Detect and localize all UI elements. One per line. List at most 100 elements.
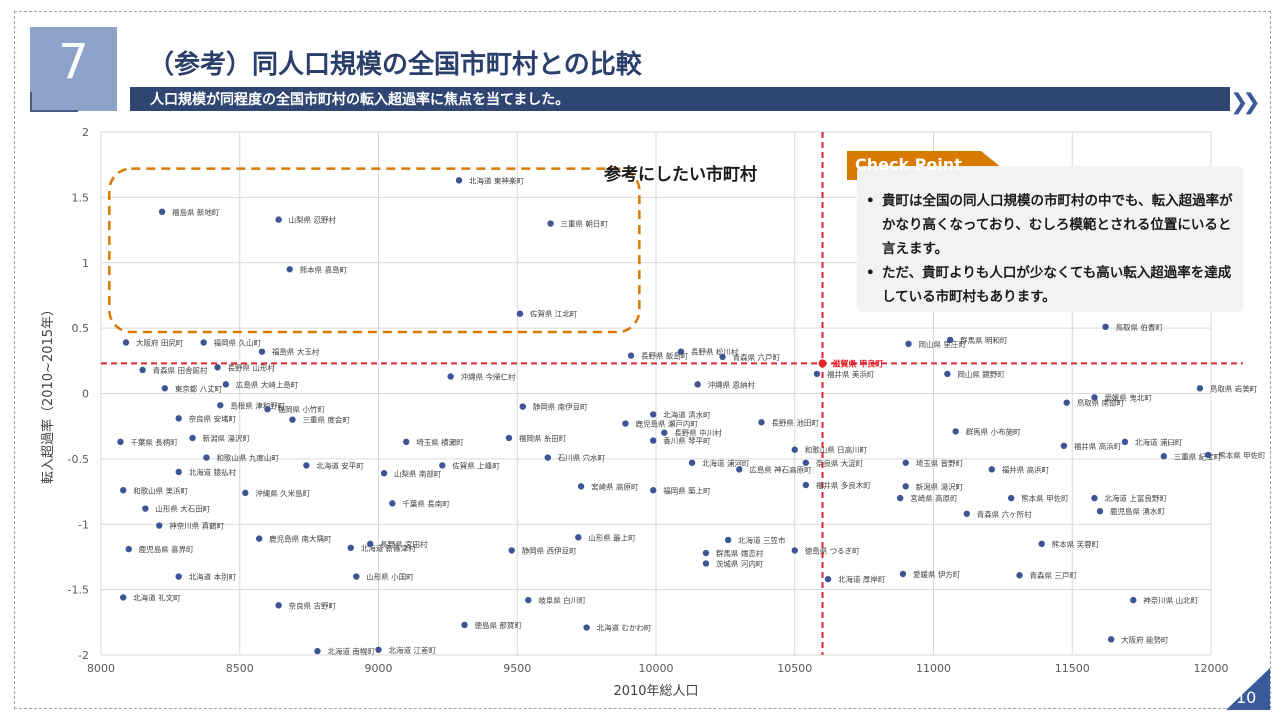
data-point [117, 438, 124, 446]
data-point [547, 220, 554, 227]
y-tick-label: 0.5 [72, 322, 90, 335]
data-label: 長野県 池田町 [771, 417, 819, 427]
data-label: 北海道 上富良野町 [1104, 493, 1167, 503]
data-point [214, 364, 221, 371]
data-point [366, 540, 374, 548]
x-tick-label: 11500 [1055, 662, 1090, 675]
data-point [1038, 540, 1045, 548]
data-label: 北海道 三笠市 [738, 535, 786, 545]
data-label: 新潟県 湯沢町 [203, 433, 251, 443]
data-point [702, 560, 710, 567]
highlight-region [108, 167, 641, 334]
data-point [902, 459, 909, 466]
data-label: 岡山県 里庄町 [919, 339, 967, 349]
data-point [353, 573, 360, 580]
data-label: 福井県 多良木町 [816, 480, 871, 490]
data-label: 北海道 厚岸町 [838, 574, 886, 584]
data-label: 山梨県 忍野村 [289, 215, 337, 225]
data-point [1107, 636, 1115, 643]
y-tick-label: -1.5 [68, 584, 89, 597]
x-axis-label: 2010年総人口 [613, 684, 698, 699]
data-point [525, 596, 532, 604]
data-label: 愛媛県 鬼北町 [1104, 392, 1152, 402]
data-point [1096, 507, 1104, 515]
data-label: 山梨県 南部町 [394, 468, 442, 478]
data-point [156, 522, 163, 529]
data-label: 三重県 朝日町 [561, 220, 609, 229]
data-label: 福岡県 久山町 [214, 338, 262, 348]
data-label: 長野県 宮田村 [380, 539, 428, 549]
data-point [222, 381, 230, 388]
data-point [447, 373, 454, 380]
y-tick-label: 0 [82, 388, 89, 401]
data-label: 長野県 飯島町 [641, 351, 689, 361]
data-label: 静岡県 南伊豆町 [533, 402, 588, 412]
data-point [1063, 399, 1070, 406]
data-label: 山形県 最上町 [588, 532, 636, 542]
data-label: 熊本県 嘉島町 [300, 264, 348, 274]
data-label: 大阪府 田尻町 [136, 338, 184, 348]
y-tick-label: -2 [78, 649, 89, 662]
data-label: 福井県 美浜町 [827, 369, 875, 379]
data-point [1091, 494, 1098, 502]
data-label: 三重県 度会町 [302, 415, 350, 425]
data-point [963, 510, 970, 517]
data-label: 広島県 大崎上島町 [236, 379, 299, 389]
data-point [694, 381, 701, 388]
data-point [952, 428, 959, 435]
data-label: 徳島県 那賀町 [475, 620, 523, 630]
y-tick-label: 1 [82, 257, 89, 270]
data-point [575, 534, 582, 541]
data-label: 和歌山県 日高川町 [805, 445, 868, 455]
data-label: 茨城県 河内町 [716, 558, 764, 568]
subtitle-bar [126, 87, 1230, 111]
data-label: 沖縄県 今帰仁村 [461, 372, 516, 382]
data-point [577, 483, 585, 490]
data-label: 熊本県 甲佐町 [1021, 493, 1069, 503]
data-label: 鹿児島県 南大隅町 [269, 534, 332, 544]
data-label: 千葉県 長南町 [402, 498, 450, 508]
data-point [375, 646, 382, 653]
data-point [791, 446, 798, 453]
data-point [508, 547, 515, 554]
data-label: 青森県 田舎館村 [153, 365, 208, 375]
data-label: 奈良県 安堵町 [189, 413, 237, 423]
data-point [389, 500, 396, 507]
data-point [724, 536, 732, 544]
data-label: 北海道 新篠津村 [361, 543, 416, 553]
data-label: 北海道 浦河町 [702, 458, 750, 468]
x-tick-label: 9500 [503, 662, 531, 675]
data-point [125, 545, 132, 553]
page-title: （参考）同人口規模の全国市町村との比較 [148, 50, 642, 80]
data-point [275, 216, 282, 223]
data-label: 大阪府 能勢町 [1121, 634, 1169, 644]
subtitle: 人口規模が同程度の全国市町村の転入超過率に焦点を当てました。 [150, 92, 570, 108]
data-point [583, 624, 590, 631]
data-label: 鹿児島県 瀬戸内町 [635, 419, 698, 429]
data-label: 福岡県 小竹町 [278, 404, 326, 414]
x-tick-label: 12000 [1194, 662, 1229, 675]
data-point [1091, 394, 1098, 401]
data-label: 埼玉県 横瀬町 [416, 437, 464, 447]
checkpoint-title: Check Point [855, 155, 962, 174]
y-tick-label: 1.5 [72, 191, 90, 204]
data-point [505, 434, 513, 442]
y-tick-label: -0.5 [68, 453, 89, 466]
data-point [289, 416, 296, 423]
checkpoint-item: 貴町は全国の同人口規模の市町村の中でも、転入超過率がかなり高くなっており、むしろ… [866, 189, 1238, 261]
data-point [905, 340, 912, 348]
data-label: 北海道 江差町 [389, 645, 437, 655]
data-label: 沖縄県 恩納村 [708, 379, 756, 389]
x-tick-label: 10500 [777, 662, 812, 675]
data-point [314, 647, 321, 655]
data-label: 香川県 琴平町 [663, 436, 711, 446]
data-point [122, 339, 130, 346]
x-tick-label: 8000 [87, 662, 115, 675]
data-point [455, 177, 463, 184]
data-label: 青森県 六戸町 [733, 352, 781, 362]
data-point [902, 483, 909, 490]
data-point [439, 462, 446, 469]
data-label: 徳島県 つるぎ町 [805, 545, 860, 555]
data-label: 島根県 津和野町 [230, 400, 285, 410]
data-label: 福岡県 築上町 [663, 485, 711, 495]
